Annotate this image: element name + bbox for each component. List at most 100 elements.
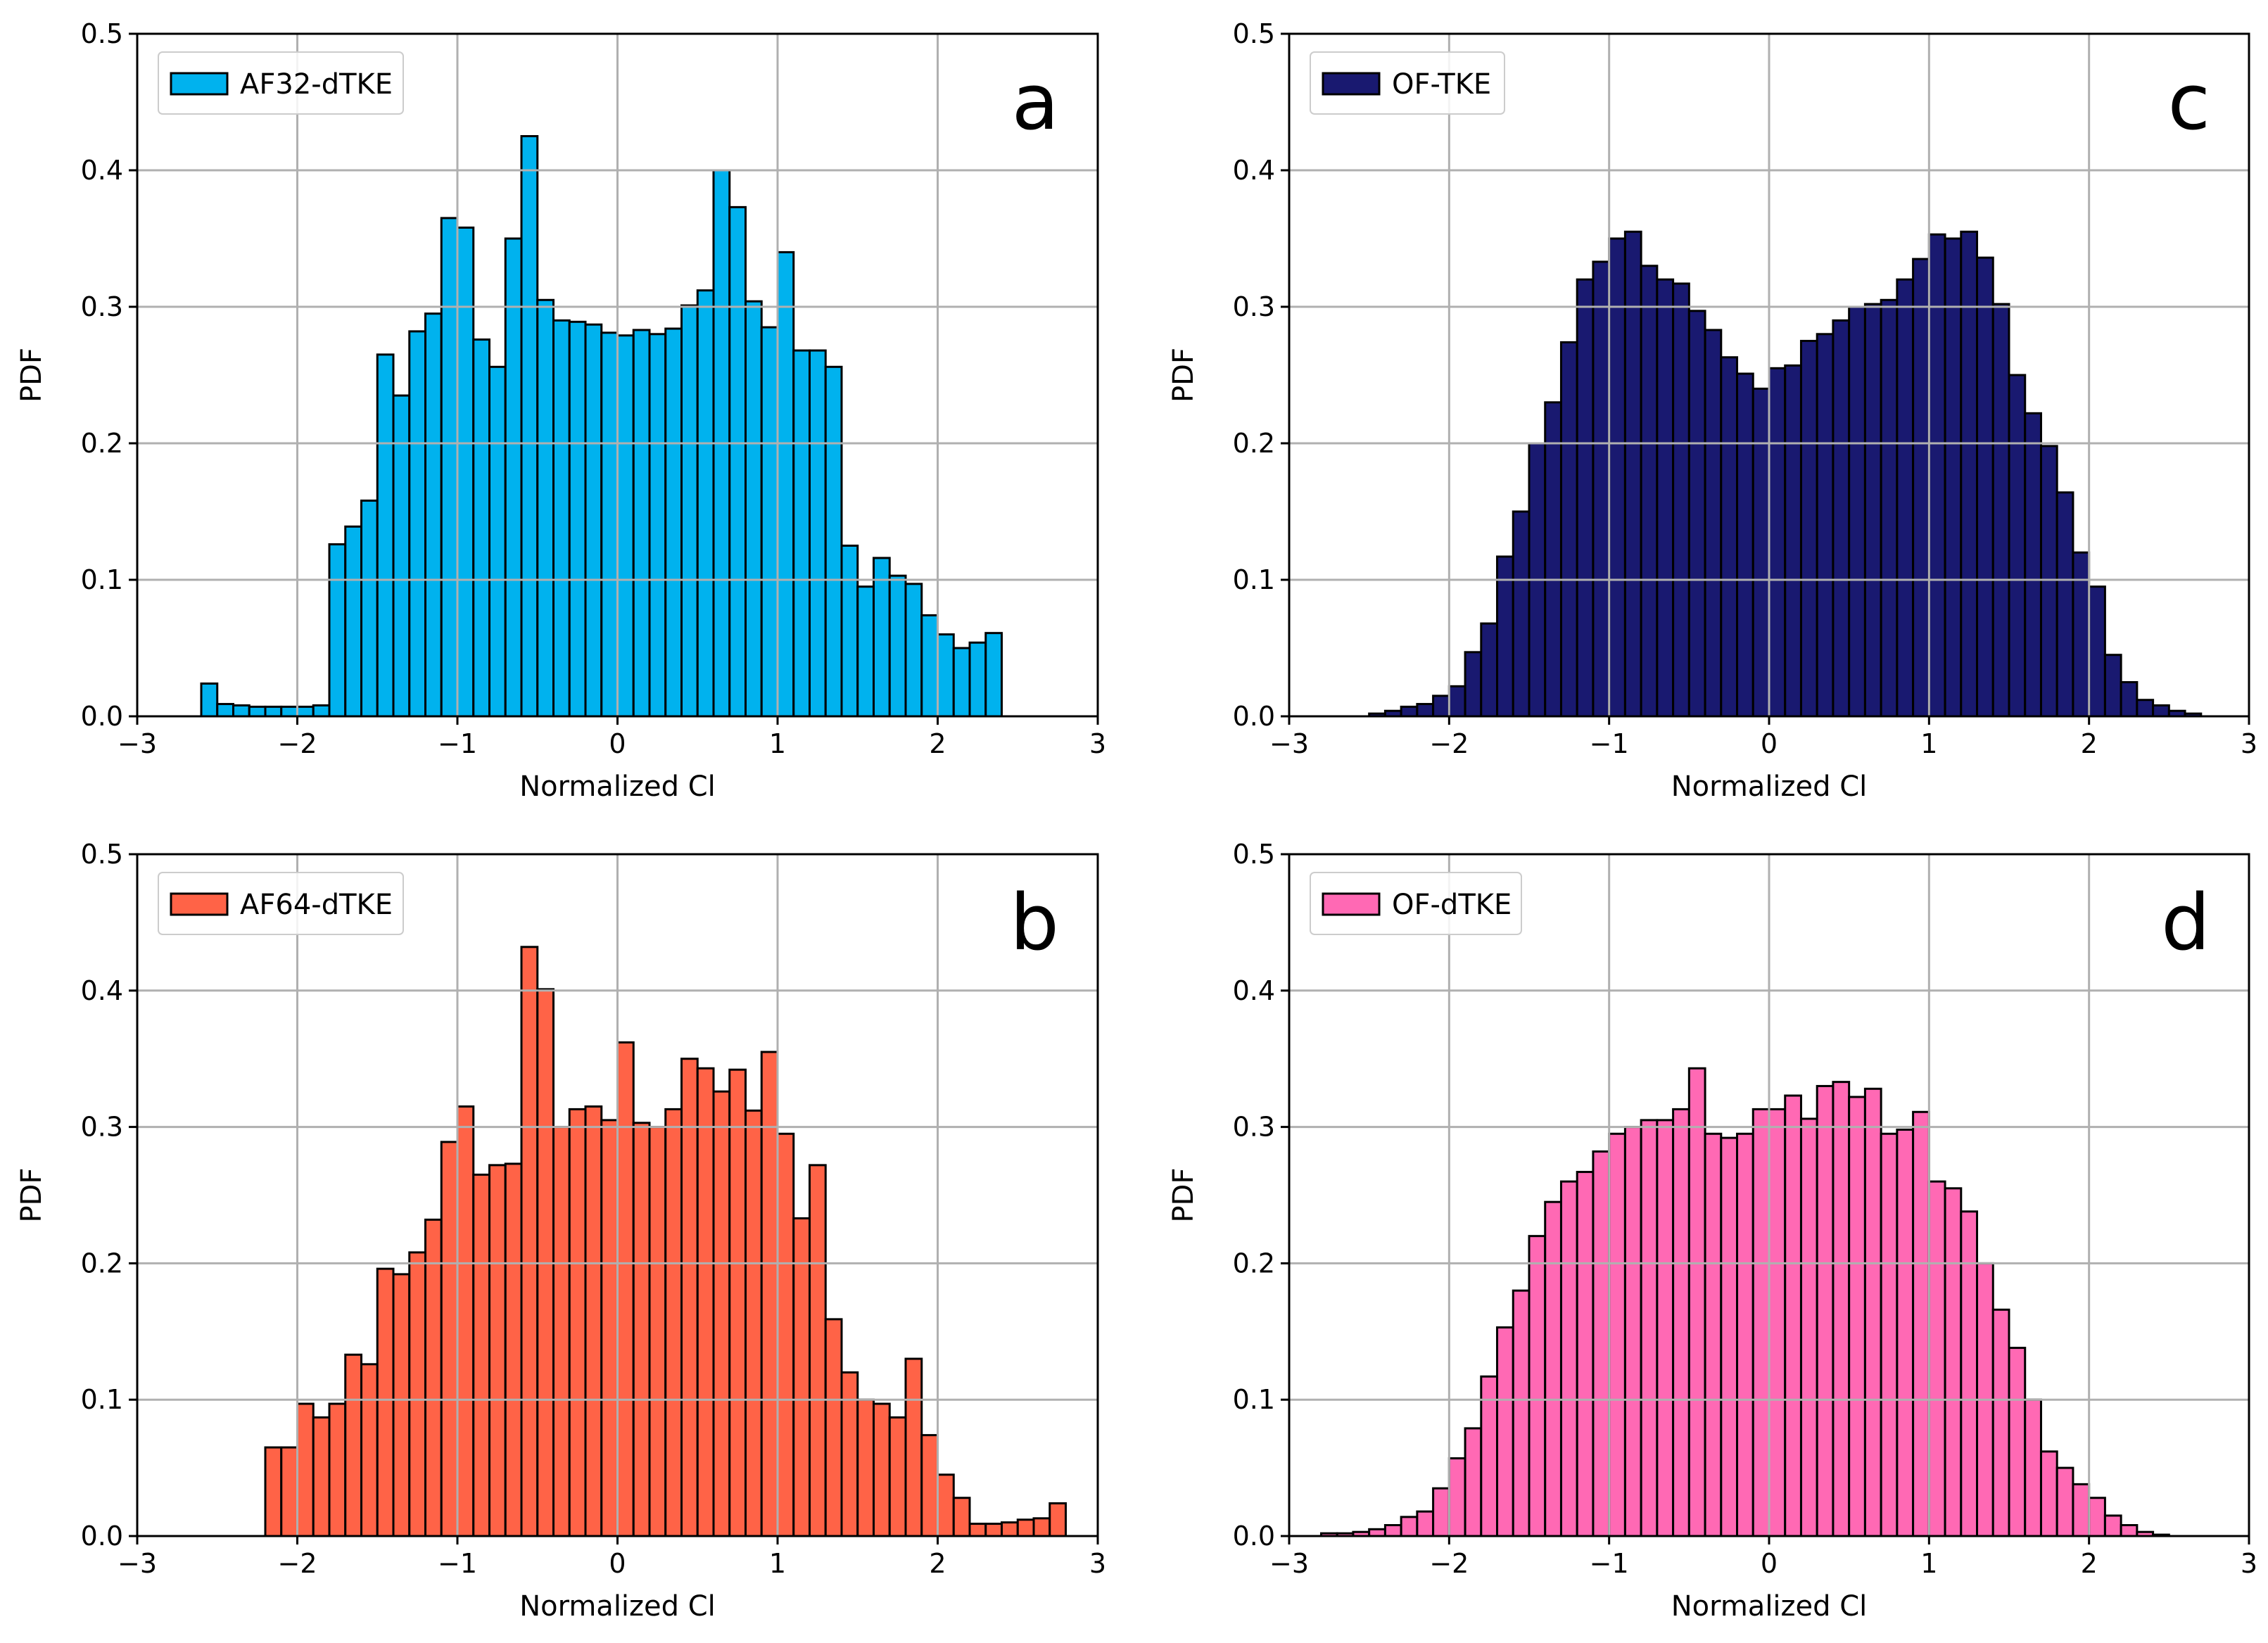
histogram-bar (488, 1164, 507, 1537)
histogram-bar (1544, 401, 1562, 718)
histogram-bar (264, 705, 283, 718)
histogram-bar (328, 543, 347, 718)
y-tick-label: 0.3 (1233, 291, 1275, 322)
histogram-bar (1863, 303, 1882, 718)
x-tick-label: −3 (118, 1548, 157, 1579)
histogram-bar (968, 641, 987, 718)
histogram-bar (888, 1416, 907, 1537)
panel-letter: b (1010, 877, 1059, 968)
histogram-bar (648, 333, 667, 718)
histogram-bar (216, 703, 234, 718)
y-tick-label: 0.5 (81, 839, 123, 870)
histogram-bar (968, 1523, 987, 1537)
histogram-bar (584, 323, 603, 718)
histogram-bar (2120, 681, 2139, 718)
histogram-bar (1736, 1132, 1754, 1537)
histogram-bar (1960, 230, 1979, 718)
histogram-bar (2103, 654, 2122, 718)
histogram-bar (1032, 1517, 1051, 1537)
x-tick-label: −3 (118, 728, 157, 759)
histogram-bar (904, 1357, 923, 1537)
histogram-bar (1880, 298, 1899, 718)
y-tick-label: 0.0 (81, 1521, 123, 1552)
x-tick-label: 3 (2241, 1548, 2257, 1579)
x-axis-label: Normalized Cl (1671, 1590, 1868, 1623)
x-tick-label: 0 (1761, 1548, 1778, 1579)
histogram-bar (248, 705, 267, 718)
x-tick-label: −1 (1590, 728, 1629, 759)
panel-a: −3 −2 −1 0 1 2 3 0.0 0.1 0.2 0.3 0.4 0.5 Normalized C… (15, 18, 1106, 803)
legend-swatch (1322, 892, 1381, 916)
histogram-bar (200, 682, 219, 718)
histogram-bar (1496, 1326, 1514, 1537)
y-axis-label: PDF (1167, 348, 1200, 402)
histogram-bar (1608, 1132, 1626, 1537)
y-tick-label: 0.0 (1233, 701, 1275, 732)
histogram-bar (792, 1217, 811, 1537)
x-axis-label: Normalized Cl (519, 1590, 716, 1623)
y-tick-label: 0.2 (81, 428, 123, 459)
histogram-bar (809, 349, 827, 718)
histogram-bar (1608, 237, 1626, 718)
histogram-bar (280, 1446, 298, 1537)
histogram-bar (728, 205, 747, 718)
histogram-bar (328, 1402, 347, 1537)
bars (1319, 1067, 2170, 1537)
histogram-bar (312, 704, 331, 718)
histogram-bar (1464, 1427, 1483, 1537)
histogram-bar (408, 330, 426, 718)
histogram-bar (840, 1371, 859, 1537)
histogram-bar (1672, 1108, 1690, 1537)
histogram-bar (1927, 1180, 1946, 1537)
histogram-bar (344, 1353, 362, 1537)
histogram-bar (296, 1402, 315, 1537)
histogram-bar (1432, 1487, 1450, 1537)
histogram-bar (440, 217, 459, 718)
x-tick-label: −2 (1429, 728, 1469, 759)
x-tick-label: 3 (1089, 1548, 1106, 1579)
histogram-bar (1896, 1128, 1915, 1537)
x-tick-label: −2 (277, 728, 317, 759)
histogram-bar (696, 1067, 715, 1537)
y-tick-label: 0.2 (1233, 428, 1275, 459)
histogram-bar (1656, 278, 1675, 718)
x-tick-label: −2 (1429, 1548, 1469, 1579)
legend: OF-dTKE (1310, 872, 1522, 935)
histogram-bar (1720, 356, 1739, 718)
x-tick-label: −3 (1269, 728, 1309, 759)
histogram-bar (680, 304, 699, 718)
panel-c: −3 −2 −1 0 1 2 3 0.0 0.1 0.2 0.3 0.4 0.5 Normalized C… (1167, 18, 2257, 803)
histogram-bar (1751, 387, 1770, 718)
histogram-bar (552, 1126, 571, 1537)
histogram-bar (2055, 491, 2074, 718)
histogram-bar (536, 298, 555, 718)
x-tick-label: 2 (929, 1548, 946, 1579)
histogram-bar (1416, 1510, 1435, 1537)
histogram-bar (584, 1105, 603, 1537)
histogram-bar (696, 289, 715, 718)
histogram-bar (1687, 310, 1706, 718)
histogram-bar (1944, 237, 1963, 718)
histogram-bar (1576, 1171, 1595, 1537)
histogram-bar (2103, 1514, 2122, 1537)
histogram-bar (792, 349, 811, 718)
histogram-bar (2072, 1483, 2091, 1537)
y-tick-label: 0.3 (1233, 1112, 1275, 1143)
histogram-bar (488, 365, 507, 718)
histogram-bar (1447, 685, 1466, 718)
histogram-bar (2039, 1450, 2058, 1537)
histogram-bar (1736, 372, 1754, 718)
histogram-bar (1432, 694, 1450, 718)
histogram-bar (360, 1363, 379, 1537)
histogram-bar (1383, 1523, 1402, 1537)
histogram-bar (1880, 1132, 1899, 1537)
histogram-bar (264, 1446, 283, 1537)
histogram-bar (952, 647, 971, 718)
x-axis-label: Normalized Cl (1671, 770, 1868, 803)
x-tick-label: 3 (1089, 728, 1106, 759)
histogram-bar (1784, 364, 1802, 718)
histogram-bar (2039, 445, 2058, 718)
legend-swatch (1322, 72, 1381, 96)
histogram-bar (472, 338, 490, 718)
